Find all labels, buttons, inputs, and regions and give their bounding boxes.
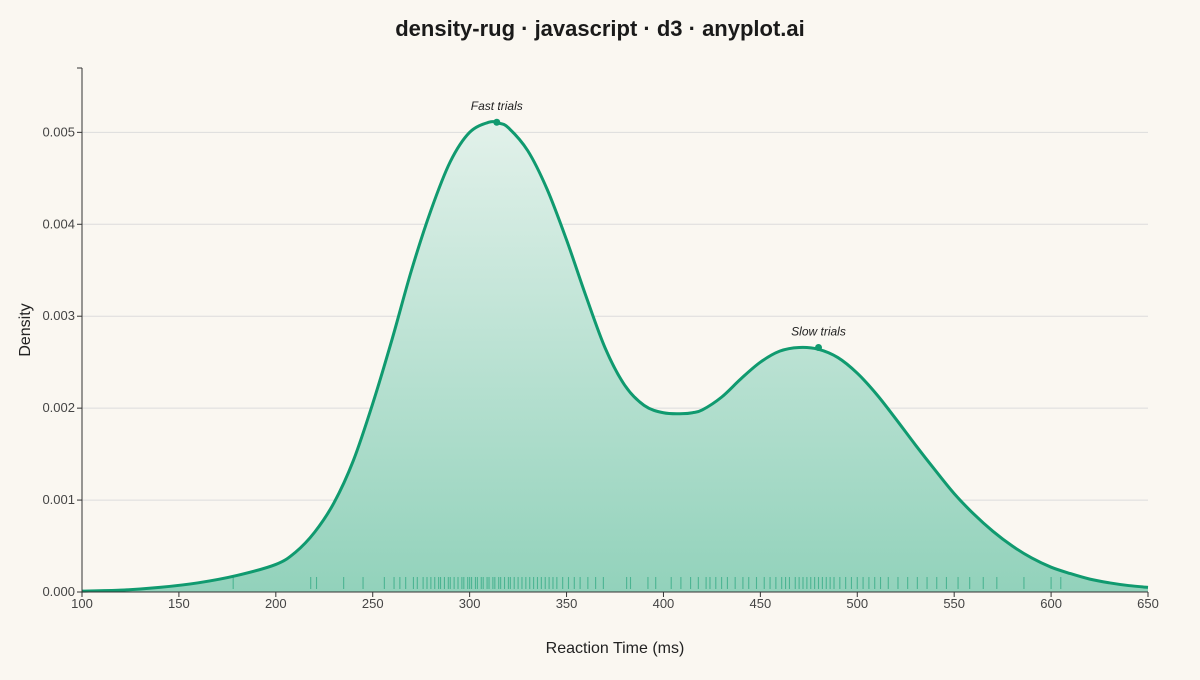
y-axis-label: Density — [17, 303, 34, 356]
x-tick-label: 600 — [1040, 596, 1062, 611]
x-tick-label: 650 — [1137, 596, 1159, 611]
annotations-layer: Fast trials Slow trials — [471, 99, 846, 351]
rug-layer — [232, 577, 1062, 589]
x-axis-label: Reaction Time (ms) — [546, 640, 685, 657]
density-area — [82, 121, 1148, 593]
density-line — [81, 120, 1149, 593]
y-tick-label: 0.004 — [42, 216, 75, 231]
x-tick-label: 100 — [71, 596, 93, 611]
x-tick-label: 300 — [459, 596, 481, 611]
y-tick-label: 0.002 — [42, 400, 75, 415]
x-tick-label: 500 — [846, 596, 868, 611]
y-tick-label: 0.005 — [42, 124, 75, 139]
x-tick-label: 250 — [362, 596, 384, 611]
axes-layer: 100 150 200 250 300 350 400 450 500 550 600 650 0.00… — [42, 67, 1159, 611]
x-tick-label: 150 — [168, 596, 190, 611]
x-tick-label: 200 — [265, 596, 287, 611]
x-tick-label: 350 — [556, 596, 578, 611]
chart-title: density-rug · javascript · d3 · anyplot.… — [395, 16, 805, 41]
grid-layer — [82, 131, 1148, 501]
x-tick-label: 550 — [943, 596, 965, 611]
peak-annotation: Slow trials — [791, 324, 846, 338]
x-tick-label: 450 — [750, 596, 772, 611]
peak-marker — [493, 118, 501, 126]
x-tick-label: 400 — [653, 596, 675, 611]
peak-annotation: Fast trials — [471, 99, 523, 113]
peak-marker — [815, 343, 823, 351]
y-tick-label: 0.001 — [42, 492, 75, 507]
y-tick-label: 0.003 — [42, 308, 75, 323]
y-tick-label: 0.000 — [42, 584, 75, 599]
